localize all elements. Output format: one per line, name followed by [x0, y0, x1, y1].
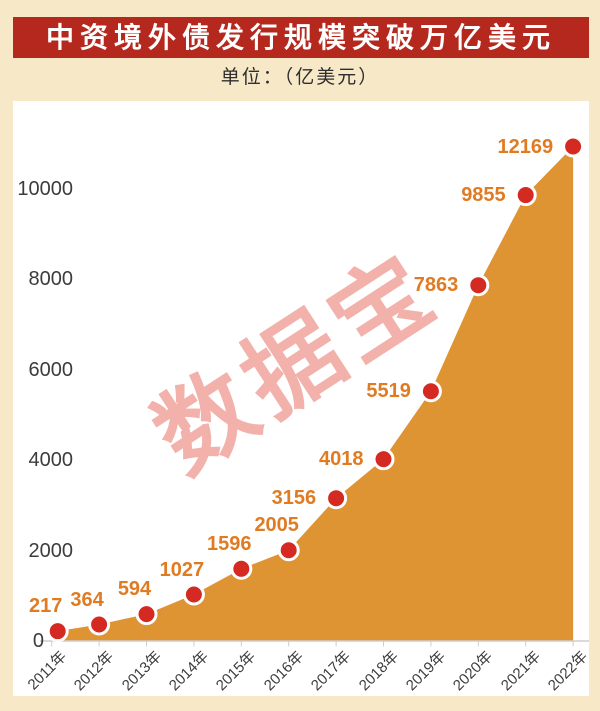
title-banner: 中资境外债发行规模突破万亿美元 — [13, 17, 589, 58]
data-point-dot — [325, 487, 348, 510]
page-title: 中资境外债发行规模突破万亿美元 — [45, 22, 556, 53]
data-point-dot — [277, 539, 300, 562]
data-point-dot — [135, 603, 158, 626]
unit-label: 单位：（亿美元） — [220, 67, 380, 88]
data-point-dot — [88, 613, 111, 636]
data-point-dot — [46, 620, 69, 643]
data-point-dot — [514, 184, 537, 207]
data-point-dot — [182, 583, 205, 606]
data-point-dot — [419, 380, 442, 403]
area-shape — [51, 146, 574, 641]
data-point-dot — [467, 274, 490, 297]
data-point-dot — [562, 135, 585, 158]
data-point-dot — [372, 448, 395, 471]
data-point-dot — [230, 557, 253, 580]
